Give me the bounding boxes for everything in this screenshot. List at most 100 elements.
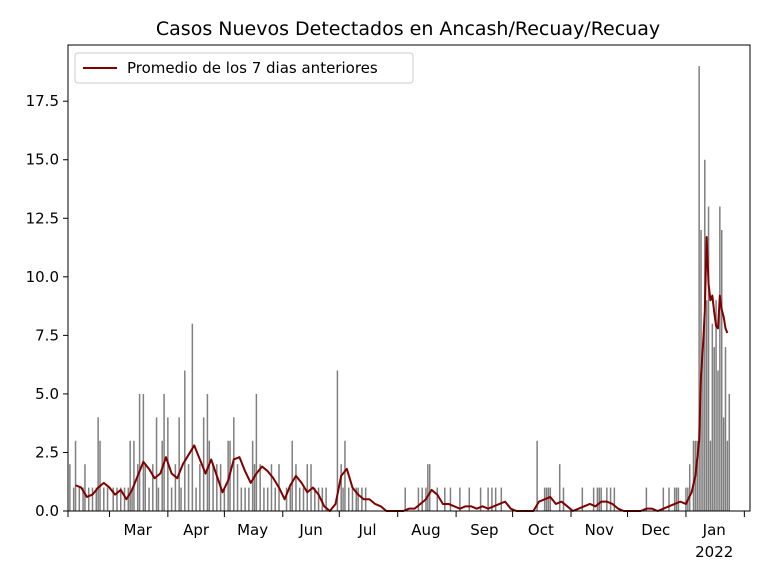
- bar: [255, 393, 258, 511]
- bar: [240, 487, 243, 511]
- bar: [106, 487, 109, 511]
- x-tick-label: Sep: [470, 521, 498, 539]
- bar: [696, 440, 699, 511]
- bar: [289, 487, 292, 511]
- bar: [99, 440, 101, 511]
- bar: [155, 417, 158, 511]
- bar: [144, 464, 146, 511]
- bar: [342, 487, 344, 511]
- x-year-label: 2022: [695, 543, 733, 561]
- bar: [428, 464, 431, 511]
- bar: [702, 347, 704, 511]
- bar: [592, 487, 595, 511]
- bar: [187, 464, 190, 511]
- bar: [722, 417, 725, 511]
- bar: [263, 487, 265, 511]
- bar: [78, 487, 81, 511]
- bar: [347, 487, 350, 511]
- bar: [236, 464, 239, 511]
- y-tick-label: 17.5: [26, 92, 59, 110]
- bar: [720, 229, 723, 512]
- bar: [251, 440, 254, 511]
- bar: [675, 487, 678, 511]
- bar: [148, 487, 150, 511]
- bar: [74, 440, 77, 511]
- axes: 0.0 2.5 5.0 7.5 10.0 12.5 15.0 17.5 Mar Apr May Jun…: [26, 44, 751, 561]
- y-tick-label: 10.0: [26, 268, 59, 286]
- bar: [302, 487, 305, 511]
- bar: [306, 464, 309, 511]
- bar: [82, 487, 84, 511]
- bar: [487, 487, 489, 511]
- bar: [685, 487, 687, 511]
- x-tick-label: May: [237, 521, 268, 539]
- bar: [152, 464, 154, 511]
- chart-title: Casos Nuevos Detectados en Ancash/Recuay…: [156, 18, 660, 40]
- bar: [598, 487, 601, 511]
- bar: [142, 393, 145, 511]
- y-tick-label: 5.0: [35, 385, 59, 403]
- bar: [216, 464, 218, 511]
- bar: [596, 487, 599, 511]
- x-tick-label: Jan: [702, 521, 726, 539]
- bar: [340, 464, 342, 511]
- bar: [606, 487, 608, 511]
- bar: [208, 440, 211, 511]
- bar: [677, 487, 680, 511]
- bar-series: [69, 66, 731, 512]
- x-tick-label: Apr: [183, 521, 210, 539]
- bar: [131, 487, 133, 511]
- bar: [479, 487, 482, 511]
- bar: [581, 487, 584, 511]
- bar: [244, 487, 246, 511]
- bar: [468, 487, 471, 511]
- bar: [95, 487, 98, 511]
- x-tick-label: Dec: [641, 521, 670, 539]
- bar: [161, 440, 163, 511]
- bar: [321, 487, 324, 511]
- bar: [174, 464, 177, 511]
- legend-label: Promedio de los 7 dias anteriores: [127, 59, 378, 77]
- bar: [202, 417, 205, 511]
- bar: [170, 487, 173, 511]
- bar: [704, 159, 706, 512]
- bar: [600, 487, 602, 511]
- bar: [206, 393, 209, 511]
- bar: [120, 487, 122, 511]
- bar: [227, 440, 229, 511]
- bar: [127, 487, 130, 511]
- bar: [97, 417, 99, 511]
- bar: [298, 487, 301, 511]
- bar: [314, 487, 316, 511]
- bar: [549, 487, 552, 511]
- bar: [317, 487, 320, 511]
- x-tick-label: Oct: [528, 521, 554, 539]
- bar: [72, 487, 75, 511]
- bar: [325, 487, 327, 511]
- bar: [344, 440, 346, 511]
- bar: [427, 464, 429, 511]
- bar: [645, 487, 648, 511]
- bar: [336, 370, 339, 511]
- bar: [698, 66, 700, 511]
- bar: [274, 487, 276, 511]
- average-line: [75, 236, 729, 512]
- bar: [707, 206, 710, 511]
- bar: [180, 487, 182, 511]
- bar: [688, 464, 691, 511]
- bar: [536, 440, 538, 511]
- bar: [436, 487, 439, 511]
- bar: [500, 487, 503, 511]
- bar: [212, 464, 214, 511]
- bar: [112, 487, 114, 511]
- bar: [494, 487, 497, 511]
- bar: [668, 487, 670, 511]
- bar: [404, 487, 406, 511]
- bar: [259, 464, 261, 511]
- bar: [705, 300, 708, 511]
- bar: [291, 440, 293, 511]
- bar: [223, 487, 226, 511]
- bar: [248, 487, 250, 511]
- bar: [662, 487, 665, 511]
- bar: [285, 487, 288, 511]
